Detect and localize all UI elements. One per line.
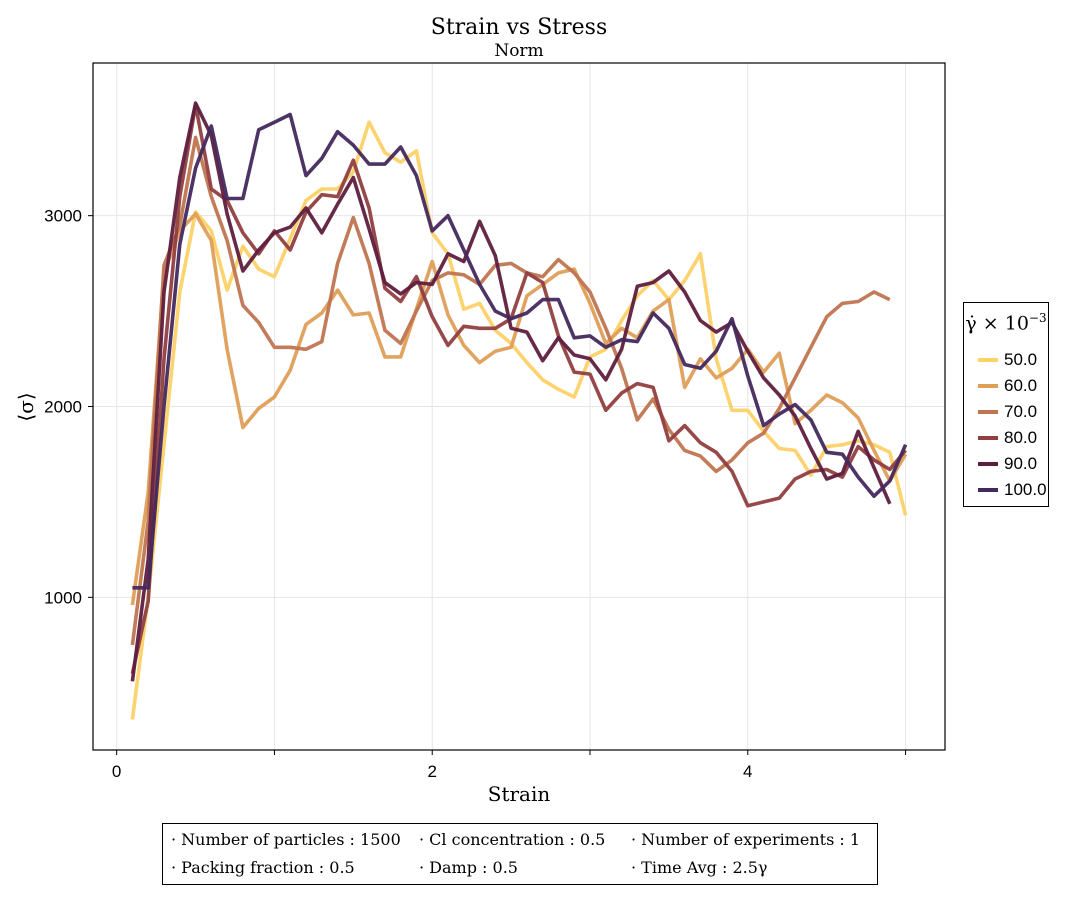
series-line-70-0 — [130, 135, 891, 646]
series-line-90-0 — [130, 101, 892, 682]
legend-label: 90.0 — [1004, 454, 1038, 473]
legend-label: 100.0 — [1004, 480, 1047, 499]
legend-swatch — [978, 410, 998, 414]
legend-swatch — [978, 384, 998, 388]
legend-title-exponent: −3 — [1028, 311, 1047, 325]
y-axis-label: ⟨σ⟩ — [14, 392, 38, 421]
series-line-80-0 — [130, 103, 907, 675]
legend-swatch — [978, 462, 998, 466]
info-experiments: · Number of experiments : 1 — [631, 830, 861, 849]
legend-item: 100.0 — [978, 479, 1047, 501]
series-lines — [130, 101, 908, 720]
axes: 0 2 4 1000 2000 3000 — [44, 62, 946, 781]
legend-label: 70.0 — [1004, 402, 1038, 421]
legend-swatch — [978, 436, 998, 440]
grid — [93, 63, 945, 750]
y-tick-label: 1000 — [44, 588, 82, 607]
chart-title: Strain vs Stress — [431, 15, 607, 40]
legend-item: 80.0 — [978, 427, 1037, 449]
legend-item: 60.0 — [978, 375, 1037, 397]
legend-label: 50.0 — [1004, 350, 1038, 369]
legend: γ̇ × 10−3 50.0 60.0 70.0 80.0 90.0 100.0 — [963, 302, 1049, 507]
x-axis-label: Strain — [488, 782, 551, 806]
chart-subtitle: Norm — [494, 41, 543, 61]
series-line-50-0 — [130, 120, 908, 720]
info-time-avg: · Time Avg : 2.5γ — [631, 858, 768, 877]
info-box: · Number of particles : 1500 · Cl concen… — [162, 823, 878, 885]
info-cl-concentration: · Cl concentration : 0.5 — [419, 830, 606, 849]
legend-label: 60.0 — [1004, 376, 1038, 395]
legend-title-text: γ̇ × 10 — [965, 312, 1029, 335]
x-tick-label: 2 — [427, 762, 436, 781]
info-damp: · Damp : 0.5 — [419, 858, 518, 877]
series-line-60-0 — [130, 212, 908, 606]
y-tick-label: 2000 — [44, 398, 82, 417]
legend-label: 80.0 — [1004, 428, 1038, 447]
legend-swatch — [978, 358, 998, 362]
legend-item: 90.0 — [978, 453, 1037, 475]
legend-item: 50.0 — [978, 349, 1037, 371]
info-particles: · Number of particles : 1500 — [171, 830, 401, 849]
x-tick-label: 0 — [112, 762, 121, 781]
info-packing-fraction: · Packing fraction : 0.5 — [171, 858, 355, 877]
legend-item: 70.0 — [978, 401, 1037, 423]
legend-swatch — [978, 488, 998, 492]
x-tick-label: 4 — [743, 762, 752, 781]
legend-title: γ̇ × 10−3 — [964, 311, 1048, 334]
series-line-100-0 — [132, 112, 908, 590]
y-tick-label: 3000 — [44, 207, 82, 226]
